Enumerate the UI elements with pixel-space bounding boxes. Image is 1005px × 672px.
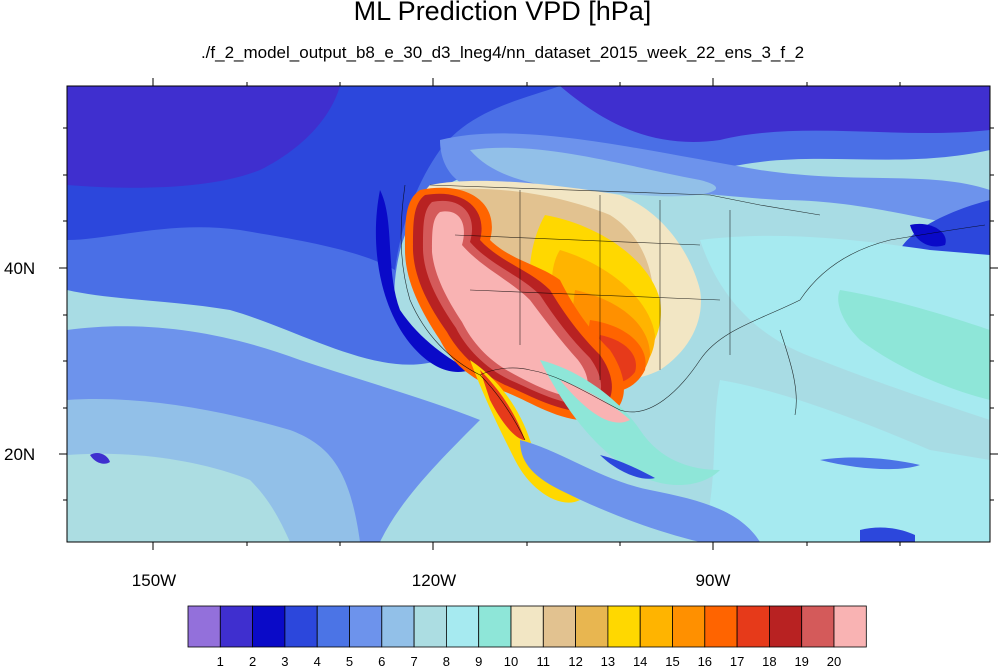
colorbar-tick-label: 10 [503, 654, 519, 669]
colorbar-swatch [769, 605, 803, 648]
colorbar-tick-label: 2 [248, 654, 257, 669]
colorbar-swatch [381, 605, 415, 648]
vpd-field [67, 86, 990, 542]
colorbar-tick-label: 20 [826, 654, 842, 669]
lon-label-90w: 90W [695, 571, 731, 590]
colorbar-swatch [349, 605, 383, 648]
colorbar-swatch [672, 605, 706, 648]
colorbar-tick-label: 13 [600, 654, 616, 669]
map-ticks [59, 78, 998, 550]
colorbar-swatch [187, 605, 221, 648]
map-title: ML Prediction VPD [hPa] [353, 0, 652, 26]
colorbar-tick-label: 3 [281, 654, 289, 669]
colorbar-swatch [833, 605, 867, 648]
colorbar-tick-label: 19 [794, 654, 809, 669]
colorbar-swatch [284, 605, 318, 648]
colorbar-tick-label: 6 [378, 654, 386, 669]
colorbar-swatch [542, 605, 576, 648]
colorbar-tick-label: 16 [697, 654, 713, 669]
colorbar-tick-label: 7 [410, 654, 418, 669]
colorbar-tick-label: 11 [536, 654, 551, 669]
colorbar-swatch [316, 605, 350, 648]
colorbar-tick-label: 18 [762, 654, 777, 669]
map-frame [66, 85, 991, 543]
colorbar-swatch [704, 605, 738, 648]
lon-label-120w: 120W [411, 571, 457, 590]
lon-label-150w: 150W [131, 571, 177, 590]
colorbar-tick-label: 1 [216, 654, 224, 669]
colorbar-swatch [639, 605, 673, 648]
colorbar [187, 605, 867, 648]
colorbar-swatch [801, 605, 835, 648]
colorbar-swatch [478, 605, 512, 648]
colorbar-swatch [445, 605, 480, 648]
colorbar-tick-label: 8 [442, 654, 450, 669]
colorbar-swatch [219, 605, 254, 648]
colorbar-tick-label: 15 [665, 654, 680, 669]
lat-label-40n: 40N [4, 259, 36, 278]
lat-label-20n: 20N [4, 445, 36, 464]
colorbar-tick-label: 12 [568, 654, 583, 669]
colorbar-tick-label: 4 [313, 654, 321, 669]
colorbar-tick-label: 17 [729, 654, 745, 669]
colorbar-swatch [575, 605, 609, 648]
colorbar-swatch [510, 605, 544, 648]
colorbar-swatch [607, 605, 641, 648]
colorbar-swatch [252, 605, 286, 648]
map-subtitle: ./f_2_model_output_b8_e_30_d3_lneg4/nn_d… [200, 43, 805, 62]
colorbar-swatch [413, 605, 447, 648]
colorbar-tick-label: 14 [632, 654, 648, 669]
colorbar-tick-label: 5 [345, 654, 354, 669]
colorbar-tick-label: 9 [475, 654, 483, 669]
colorbar-swatch [736, 605, 770, 648]
